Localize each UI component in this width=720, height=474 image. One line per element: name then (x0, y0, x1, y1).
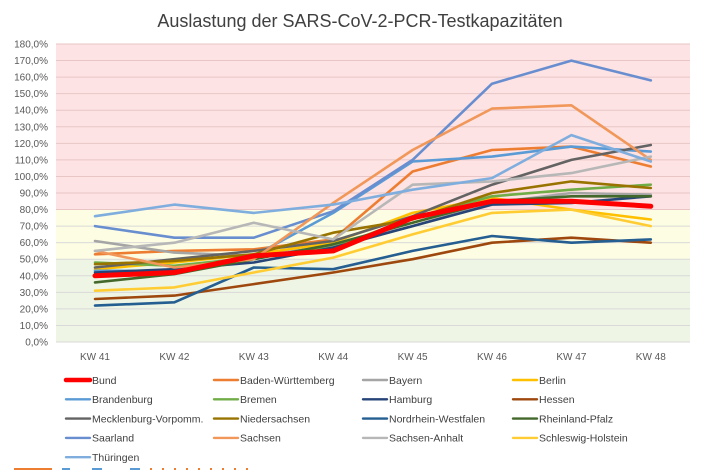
cropped-footer-mark (150, 468, 250, 470)
legend-item: Niedersachsen (212, 413, 310, 425)
legend-item: Hessen (511, 394, 575, 406)
legend-label: Schleswig-Holstein (539, 433, 628, 445)
series-line-sachsen (93, 104, 653, 269)
series-line-hessen (93, 236, 653, 301)
legend-item: Sachsen (212, 433, 281, 445)
legend-label: Bayern (389, 375, 422, 387)
y-tick-label: 40,0% (20, 271, 48, 282)
legend-label: Nordrhein-Westfalen (389, 413, 485, 425)
legend-item: Baden-Württemberg (212, 375, 335, 387)
legend-label: Baden-Württemberg (240, 375, 335, 387)
legend-item: Bremen (212, 394, 277, 406)
cropped-footer-mark (14, 468, 52, 470)
legend-label: Berlin (539, 375, 566, 387)
x-tick-label: KW 48 (636, 352, 666, 363)
legend-label: Saarland (92, 433, 134, 445)
y-tick-label: 120,0% (14, 139, 48, 150)
x-tick-label: KW 46 (477, 352, 507, 363)
y-tick-label: 100,0% (14, 172, 48, 183)
legend-item: Saarland (64, 433, 134, 445)
y-tick-label: 130,0% (14, 122, 48, 133)
legend-label: Sachsen-Anhalt (389, 433, 463, 445)
y-tick-label: 80,0% (20, 205, 48, 216)
series-line-sachsen-anhalt (93, 155, 653, 253)
y-tick-label: 10,0% (20, 321, 48, 332)
legend-label: Brandenburg (92, 394, 153, 406)
x-tick-label: KW 43 (239, 352, 269, 363)
y-tick-label: 150,0% (14, 89, 48, 100)
legend-label: Niedersachsen (240, 413, 310, 425)
legend-label: Thüringen (92, 452, 139, 464)
cropped-footer-mark (130, 468, 140, 470)
cropped-footer-mark (92, 468, 102, 470)
legend-label: Bund (92, 375, 117, 387)
legend-item: Brandenburg (64, 394, 153, 406)
legend-item: Rheinland-Pfalz (511, 413, 613, 425)
cropped-footer-mark (62, 468, 70, 470)
y-tick-label: 160,0% (14, 73, 48, 84)
y-tick-label: 50,0% (20, 255, 48, 266)
legend-label: Hamburg (389, 394, 432, 406)
series-line-schleswig-holstein (93, 208, 653, 293)
legend-label: Hessen (539, 394, 575, 406)
y-tick-label: 180,0% (14, 40, 48, 51)
legend-item: Thüringen (64, 452, 139, 464)
x-tick-label: KW 44 (318, 352, 348, 363)
legend: Bund Baden-Württemberg Bayern Berlin Branden… (63, 375, 628, 464)
x-tick-label: KW 45 (398, 352, 428, 363)
series-line-thüringen (93, 133, 653, 218)
legend-item: Schleswig-Holstein (511, 433, 628, 445)
y-tick-label: 90,0% (20, 189, 48, 200)
series-line-mecklenburg-vorpomm- (93, 143, 653, 269)
legend-label: Sachsen (240, 433, 281, 445)
y-tick-label: 70,0% (20, 222, 48, 233)
series-line-niedersachsen (93, 180, 653, 266)
y-tick-label: 0,0% (25, 338, 48, 349)
series-line-bund (92, 198, 654, 279)
legend-label: Bremen (240, 394, 277, 406)
legend-item: Nordrhein-Westfalen (361, 413, 485, 425)
series-line-nordrhein-westfalen (93, 234, 653, 307)
y-tick-label: 30,0% (20, 288, 48, 299)
legend-item: Bund (63, 375, 117, 387)
y-tick-label: 170,0% (14, 56, 48, 67)
series-lines (92, 59, 654, 307)
cropped-footer (0, 466, 720, 474)
y-tick-label: 60,0% (20, 238, 48, 249)
x-axis-ticks: KW 41 KW 42 KW 43 KW 44 KW 45 KW 46 KW 47 KW 48 (80, 352, 666, 363)
y-tick-label: 140,0% (14, 106, 48, 117)
x-tick-label: KW 42 (159, 352, 189, 363)
y-axis-ticks: 0,0% 10,0% 20,0% 30,0% 40,0% 50,0% 60,0% 70,0% 8… (14, 40, 48, 349)
legend-label: Rheinland-Pfalz (539, 413, 613, 425)
legend-item: Sachsen-Anhalt (361, 433, 463, 445)
legend-label: Mecklenburg-Vorpomm. (92, 413, 203, 425)
x-tick-label: KW 47 (556, 352, 586, 363)
chart-title: Auslastung der SARS-CoV-2-PCR-Testkapazi… (157, 11, 562, 31)
y-tick-label: 110,0% (15, 155, 48, 166)
x-tick-label: KW 41 (80, 352, 110, 363)
legend-item: Bayern (361, 375, 422, 387)
legend-item: Berlin (511, 375, 566, 387)
legend-item: Mecklenburg-Vorpomm. (64, 413, 203, 425)
gridlines (56, 43, 690, 343)
series-line-saarland (93, 59, 653, 239)
legend-item: Hamburg (361, 394, 432, 406)
y-tick-label: 20,0% (20, 304, 48, 315)
